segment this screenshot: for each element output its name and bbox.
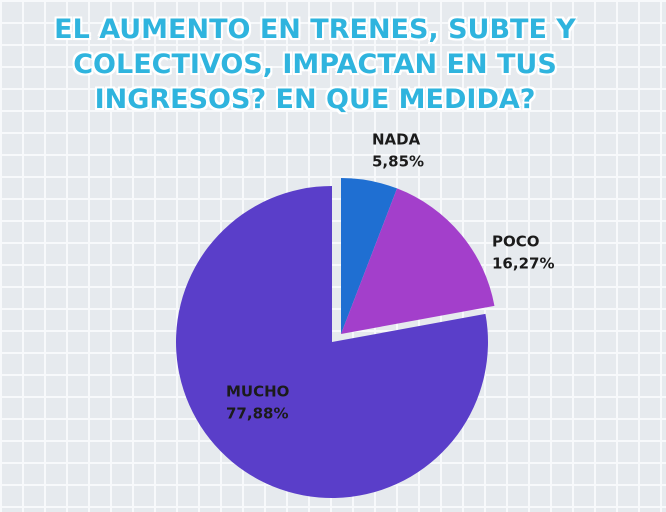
- pie-slice: [176, 186, 488, 499]
- chart-title: EL AUMENTO EN TRENES, SUBTE Y COLECTIVOS…: [54, 14, 576, 115]
- slice-label: POCO: [492, 233, 540, 251]
- slice-value-label: 5,85%: [372, 153, 424, 171]
- slice-value-label: 77,88%: [226, 405, 288, 423]
- slice-value-label: 16,27%: [492, 255, 554, 273]
- pie-slice: [341, 178, 398, 334]
- pie-slice: [341, 188, 495, 334]
- slice-label: MUCHO: [226, 383, 289, 401]
- slice-label: NADA: [372, 131, 421, 149]
